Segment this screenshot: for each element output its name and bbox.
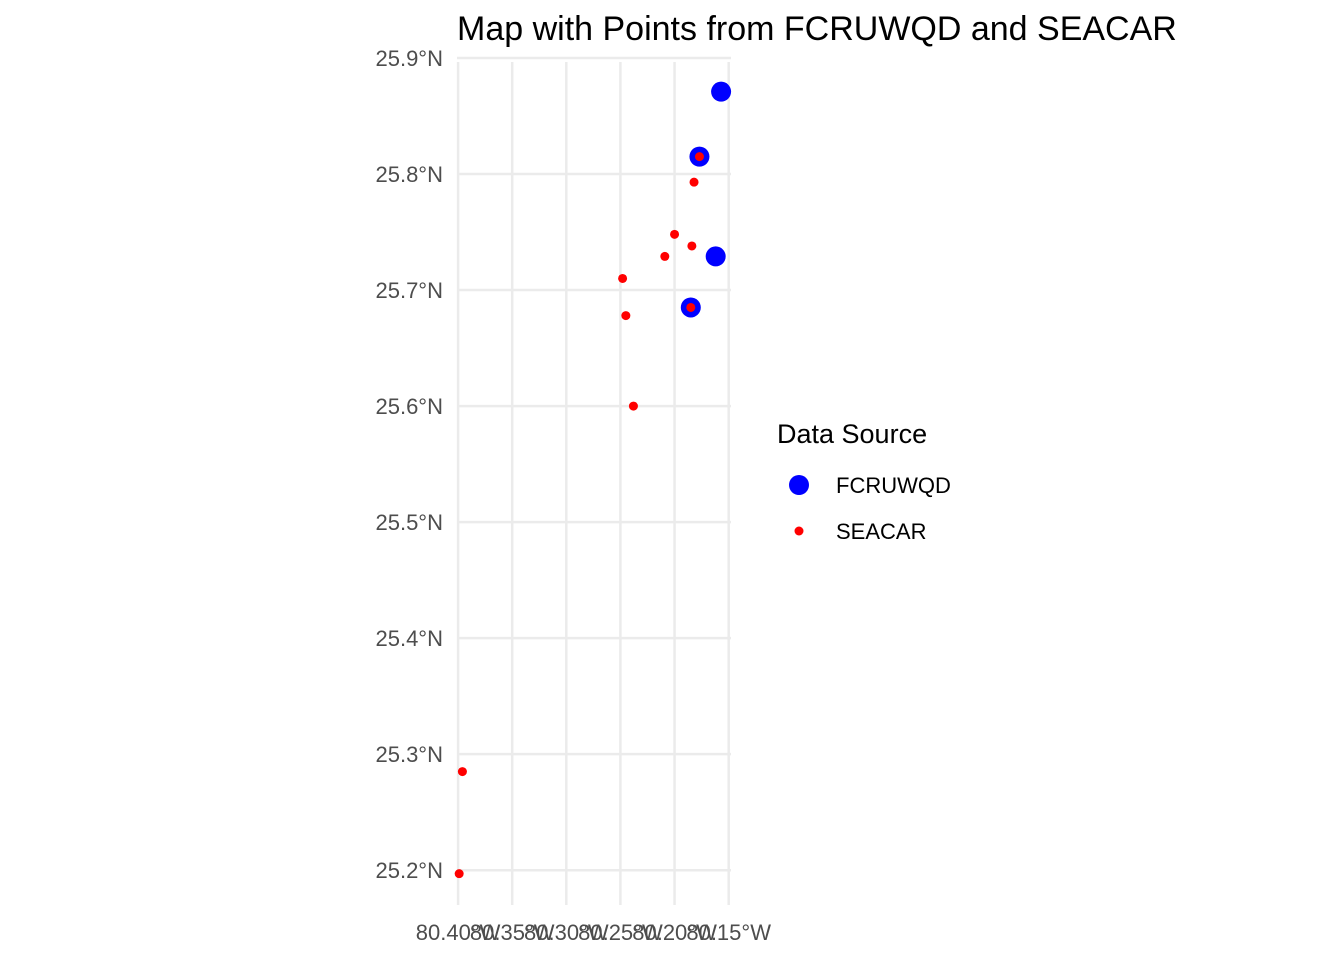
data-point <box>457 767 467 777</box>
x-tick-label: 80.30°W <box>524 920 609 945</box>
legend-label-fcruwqd: FCRUWQD <box>836 473 951 498</box>
x-tick-labels: 80.40°W80.35°W80.30°W80.25°W80.20°W80.15… <box>416 920 771 945</box>
legend: Data Source FCRUWQD SEACAR <box>777 419 951 544</box>
y-tick-label: 25.6°N <box>375 394 443 419</box>
y-tick-labels: 25.2°N 25.3°N 25.4°N 25.5°N 25.6°N 25.7°N 25.8… <box>375 46 443 883</box>
data-point <box>686 302 696 312</box>
legend-key-seacar <box>794 526 804 536</box>
x-tick-label: 80.35°W <box>470 920 555 945</box>
chart-title: Map with Points from FCRUWQD and SEACAR <box>457 10 1177 48</box>
data-point <box>660 251 670 261</box>
y-tick-label: 25.8°N <box>375 162 443 187</box>
series-seacar <box>454 152 704 879</box>
legend-key-fcruwqd <box>789 475 809 495</box>
data-point <box>454 869 464 879</box>
y-tick-label: 25.7°N <box>375 278 443 303</box>
data-point <box>687 241 697 251</box>
data-point <box>711 81 732 102</box>
y-tick-label: 25.4°N <box>375 626 443 651</box>
grid-layer <box>456 56 731 905</box>
x-tick-label: 80.40°W <box>416 920 501 945</box>
y-tick-label: 25.5°N <box>375 510 443 535</box>
legend-items: FCRUWQD SEACAR <box>789 473 951 544</box>
data-point <box>689 177 699 187</box>
data-point <box>705 246 726 267</box>
data-point <box>694 152 704 162</box>
x-tick-label: 80.25°W <box>578 920 663 945</box>
y-tick-label: 25.9°N <box>375 46 443 71</box>
data-point <box>628 401 638 411</box>
data-point <box>621 311 631 321</box>
data-points <box>454 81 732 879</box>
legend-title: Data Source <box>777 419 927 449</box>
x-tick-label: 80.15°W <box>686 920 771 945</box>
y-tick-label: 25.3°N <box>375 742 443 767</box>
y-tick-label: 25.2°N <box>375 858 443 883</box>
legend-label-seacar: SEACAR <box>836 519 926 544</box>
x-tick-label: 80.20°W <box>632 920 717 945</box>
series-fcruwqd <box>680 81 732 318</box>
data-point <box>670 229 680 239</box>
data-point <box>618 273 628 283</box>
